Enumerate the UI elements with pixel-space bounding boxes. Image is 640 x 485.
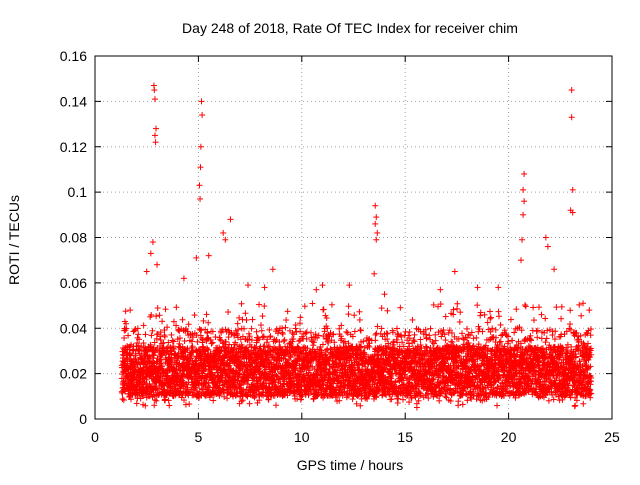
chart-background bbox=[0, 0, 640, 480]
